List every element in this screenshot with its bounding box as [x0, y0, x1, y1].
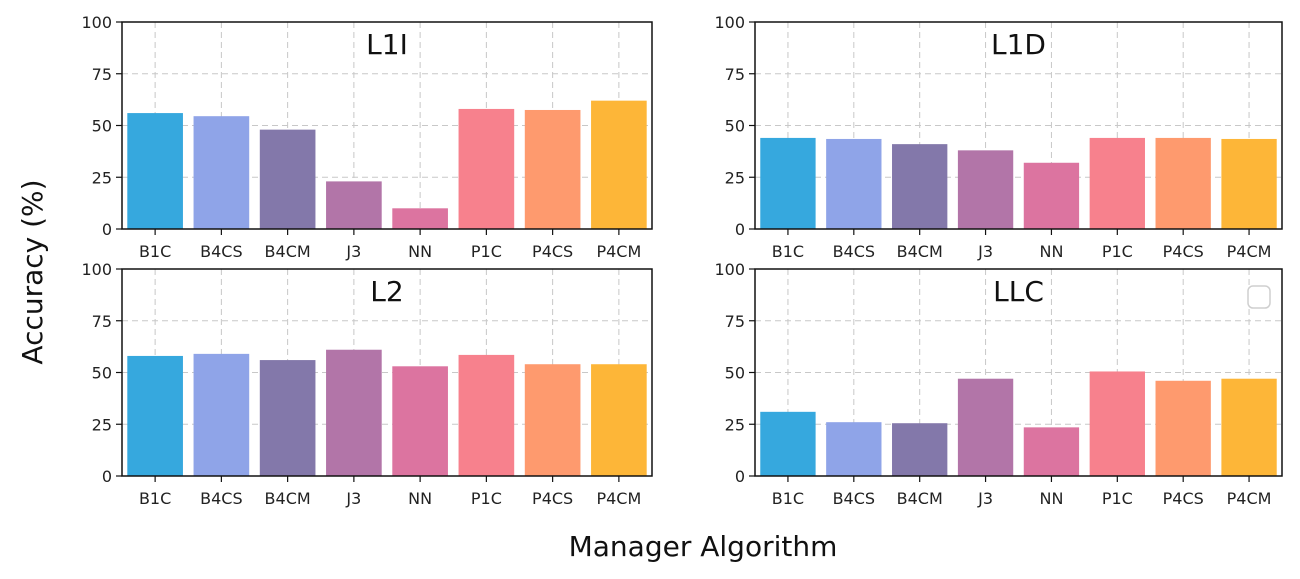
x-tick-label: J3 — [345, 489, 361, 508]
x-tick-label: P1C — [1102, 242, 1133, 261]
bar-p4cm — [1221, 378, 1277, 476]
bar-b1c — [760, 137, 816, 229]
bar-p4cs — [1155, 380, 1211, 476]
y-tick-label: 50 — [92, 364, 112, 383]
x-tick-label: B1C — [772, 242, 804, 261]
x-tick-label: P1C — [471, 242, 502, 261]
x-tick-label: P4CM — [1227, 242, 1272, 261]
x-axis-label: Manager Algorithm — [569, 530, 838, 563]
bar-p1c — [458, 354, 515, 476]
x-tick-label: NN — [408, 242, 432, 261]
bar-j3 — [326, 349, 382, 476]
y-tick-label: 25 — [92, 168, 112, 187]
y-tick-label: 75 — [92, 312, 112, 331]
bar-p1c — [458, 108, 515, 229]
x-tick-label: J3 — [977, 242, 993, 261]
panel-title: L1D — [991, 28, 1046, 61]
chart-panel-l1i: 0 25 50 75 100 B1C B4CS B4CM J3 NN P1C P4CS P4CM L1I — [81, 13, 653, 261]
y-tick-label: 0 — [735, 220, 745, 239]
y-tick-label: 0 — [102, 220, 112, 239]
x-tick-label: P4CM — [1227, 489, 1272, 508]
x-tick-label: P4CS — [532, 489, 573, 508]
y-tick-label: 100 — [81, 260, 112, 279]
bar-p4cm — [591, 100, 647, 229]
bar-j3 — [326, 181, 382, 229]
bar-p4cm — [591, 364, 647, 476]
x-tick-label: P4CS — [1163, 489, 1204, 508]
x-tick-label: B4CM — [897, 489, 943, 508]
legend-box — [1247, 285, 1271, 309]
x-tick-label: B4CS — [200, 242, 242, 261]
bar-b1c — [127, 355, 183, 476]
y-axis-label: Accuracy (%) — [16, 179, 49, 364]
bar-b1c — [127, 113, 183, 229]
bar-b4cm — [892, 423, 948, 476]
y-tick-label: 75 — [725, 312, 745, 331]
panel-title: L1I — [366, 28, 408, 61]
bar-p1c — [1089, 137, 1145, 229]
bar-nn — [1023, 162, 1080, 229]
x-tick-label: NN — [1039, 242, 1063, 261]
y-tick-label: 100 — [81, 13, 112, 32]
bar-nn — [392, 208, 448, 229]
panel-title: L2 — [370, 275, 403, 308]
x-tick-label: B4CS — [833, 242, 875, 261]
bar-j3 — [957, 150, 1014, 229]
x-tick-label: P1C — [1102, 489, 1133, 508]
chart-panel-llc: 0 25 50 75 100 B1C B4CS B4CM J3 NN P1C P4CS P4CM LLC — [714, 260, 1283, 508]
y-tick-label: 100 — [714, 13, 745, 32]
x-tick-label: B4CM — [265, 489, 311, 508]
x-tick-label: B1C — [772, 489, 804, 508]
y-tick-label: 0 — [735, 467, 745, 486]
y-tick-label: 75 — [92, 65, 112, 84]
bar-b4cs — [826, 422, 882, 476]
bar-p4cs — [524, 364, 581, 476]
bar-b4cm — [259, 360, 316, 476]
x-tick-label: J3 — [345, 242, 361, 261]
x-tick-label: B4CM — [897, 242, 943, 261]
bar-b4cs — [826, 138, 882, 229]
bar-b4cs — [193, 116, 250, 229]
y-tick-label: 50 — [725, 364, 745, 383]
x-tick-label: B4CS — [200, 489, 242, 508]
y-tick-label: 50 — [725, 117, 745, 136]
x-tick-label: J3 — [977, 489, 993, 508]
bar-b4cm — [259, 129, 316, 229]
bar-nn — [392, 366, 448, 476]
chart-panel-l1d: 0 25 50 75 100 B1C B4CS B4CM J3 NN P1C P4CS P4CM L1D — [714, 13, 1283, 261]
bar-p4cs — [524, 109, 581, 229]
bar-p4cs — [1155, 137, 1211, 229]
x-tick-label: P4CS — [532, 242, 573, 261]
y-tick-label: 50 — [92, 117, 112, 136]
x-tick-label: P1C — [471, 489, 502, 508]
y-tick-label: 100 — [714, 260, 745, 279]
y-tick-label: 25 — [725, 415, 745, 434]
x-tick-label: B4CM — [265, 242, 311, 261]
bar-b4cm — [892, 144, 948, 229]
bar-p4cm — [1221, 138, 1277, 229]
x-tick-label: P4CS — [1163, 242, 1204, 261]
bar-nn — [1023, 427, 1080, 476]
x-tick-label: P4CM — [596, 489, 641, 508]
x-tick-label: NN — [408, 489, 432, 508]
y-tick-label: 0 — [102, 467, 112, 486]
bar-j3 — [957, 378, 1014, 476]
x-tick-label: P4CM — [596, 242, 641, 261]
y-tick-label: 25 — [725, 168, 745, 187]
x-tick-label: NN — [1039, 489, 1063, 508]
bar-b4cs — [193, 353, 250, 476]
bar-b1c — [760, 411, 816, 476]
y-tick-label: 75 — [725, 65, 745, 84]
y-tick-label: 25 — [92, 415, 112, 434]
panel-title: LLC — [993, 275, 1044, 308]
x-tick-label: B1C — [139, 489, 171, 508]
chart-panel-l2: 0 25 50 75 100 B1C B4CS B4CM J3 NN P1C P4CS P4CM L2 — [81, 260, 653, 508]
x-tick-label: B4CS — [833, 489, 875, 508]
bar-p1c — [1089, 371, 1145, 476]
x-tick-label: B1C — [139, 242, 171, 261]
